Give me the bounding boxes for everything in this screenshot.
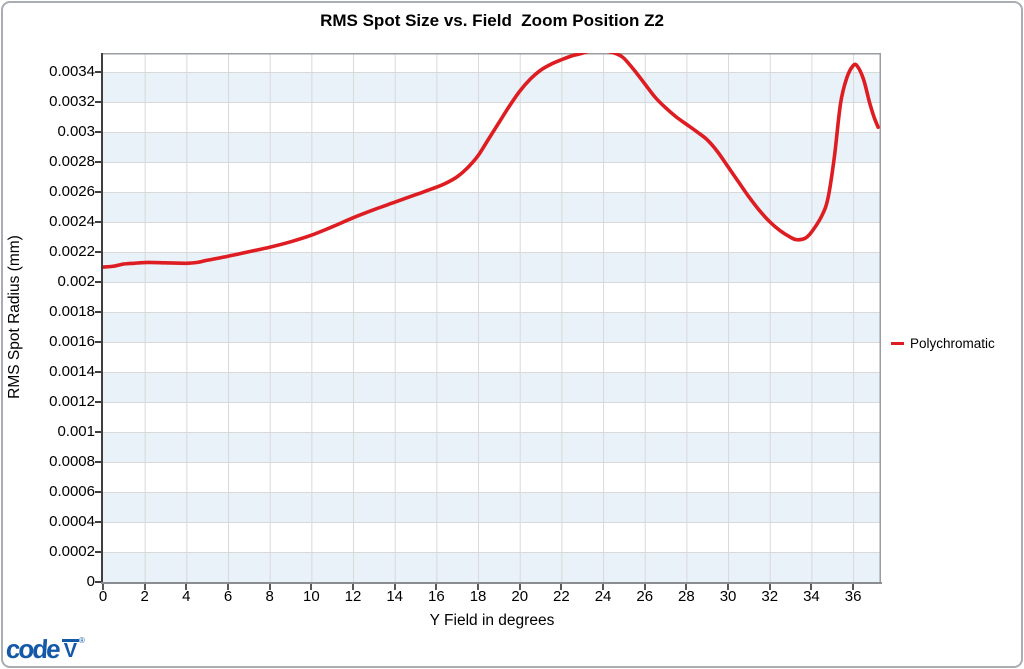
x-tick-mark [435, 584, 438, 590]
x-tick-mark [727, 584, 730, 590]
y-tick-label: 0.0014 [49, 363, 95, 381]
x-tick-mark [685, 584, 688, 590]
x-tick-label: 12 [344, 588, 362, 605]
x-tick-label: 16 [428, 588, 445, 605]
x-tick-mark [143, 584, 146, 590]
legend: Polychromatic [891, 336, 995, 351]
y-tick-mark [95, 491, 101, 493]
x-tick-mark [227, 584, 229, 590]
y-tick-label: 0.0006 [49, 483, 95, 500]
x-tick-mark [310, 584, 313, 590]
x-tick-label: 20 [511, 588, 529, 605]
codev-logo-v-mark: V [61, 639, 80, 662]
y-tick-label: 0.0026 [49, 183, 95, 201]
y-tick-mark [95, 131, 101, 134]
y-tick-mark [95, 191, 101, 194]
gridlines [103, 53, 881, 582]
x-tick-label: 24 [594, 588, 612, 605]
y-tick-label: 0.001 [57, 423, 95, 440]
y-tick-mark [95, 221, 101, 224]
y-axis-line [101, 53, 103, 582]
x-tick-label: 34 [803, 588, 820, 605]
y-tick-mark [95, 341, 101, 344]
y-tick-label: 0.0018 [49, 303, 95, 321]
x-tick-mark [643, 584, 646, 590]
background-bands [103, 72, 881, 582]
y-tick-mark [95, 251, 101, 254]
y-tick-mark [95, 461, 101, 463]
codev-logo-word: code [4, 634, 60, 664]
series-curve-polychromatic [103, 53, 880, 269]
y-tick-mark [95, 161, 101, 164]
x-tick-label: 22 [553, 588, 570, 605]
x-tick-label: 26 [636, 588, 654, 605]
x-tick-label: 30 [719, 588, 737, 605]
x-tick-mark [268, 584, 271, 590]
y-tick-mark [95, 431, 101, 433]
y-tick-label: 0.0034 [49, 63, 95, 81]
chart-title: RMS Spot Size vs. Field Zoom Position Z2 [320, 11, 664, 30]
registered-trademark-icon: ® [79, 636, 85, 645]
x-axis-line [101, 582, 882, 584]
y-tick-mark [95, 311, 101, 314]
y-tick-label: 0 [86, 573, 95, 590]
x-tick-label: 10 [303, 588, 320, 605]
codev-logo: code V ® [4, 634, 85, 664]
x-tick-label: 14 [386, 588, 404, 605]
x-axis-title: Y Field in degrees [429, 612, 555, 629]
x-tick-label: 28 [678, 588, 695, 605]
y-tick-mark [95, 521, 101, 523]
y-tick-mark [95, 281, 101, 284]
x-tick-label: 0 [98, 588, 108, 605]
y-tick-label: 0.002 [57, 273, 95, 291]
plot-area [103, 53, 881, 582]
x-tick-label: 36 [844, 588, 862, 605]
x-tick-label: 8 [265, 588, 274, 605]
plot-frame [103, 53, 881, 582]
x-tick-mark [477, 584, 480, 590]
x-tick-mark [560, 584, 563, 590]
x-tick-mark [518, 584, 521, 590]
y-tick-mark [95, 101, 101, 104]
y-tick-label: 0.0008 [49, 453, 95, 470]
x-tick-label: 6 [223, 588, 233, 605]
y-tick-mark [95, 401, 101, 404]
y-tick-label: 0.0022 [49, 243, 95, 261]
y-tick-mark [95, 581, 101, 583]
y-tick-label: 0.003 [57, 123, 95, 141]
y-tick-label: 0.0032 [49, 93, 95, 111]
x-tick-mark [352, 584, 355, 590]
y-tick-label: 0.0004 [49, 513, 95, 530]
y-tick-mark [95, 551, 101, 553]
y-tick-mark [95, 71, 101, 74]
legend-line-swatch [891, 342, 904, 345]
x-tick-mark [185, 584, 188, 590]
y-tick-mark [95, 371, 101, 374]
x-tick-mark [393, 584, 396, 590]
x-tick-mark [102, 584, 104, 590]
x-tick-label: 18 [469, 588, 487, 605]
y-tick-label: 0.0016 [49, 333, 95, 351]
y-tick-label: 0.0002 [49, 543, 95, 560]
x-tick-mark [602, 584, 605, 590]
x-tick-label: 4 [182, 588, 191, 605]
legend-label: Polychromatic [910, 336, 995, 351]
y-tick-label: 0.0012 [49, 393, 95, 411]
x-tick-label: 32 [761, 588, 779, 605]
x-tick-mark [810, 584, 813, 590]
x-tick-mark [768, 584, 771, 590]
x-tick-label: 2 [140, 588, 149, 605]
y-tick-label: 0.0024 [49, 213, 95, 231]
y-tick-label: 0.0028 [49, 153, 95, 171]
x-tick-mark [852, 584, 855, 590]
